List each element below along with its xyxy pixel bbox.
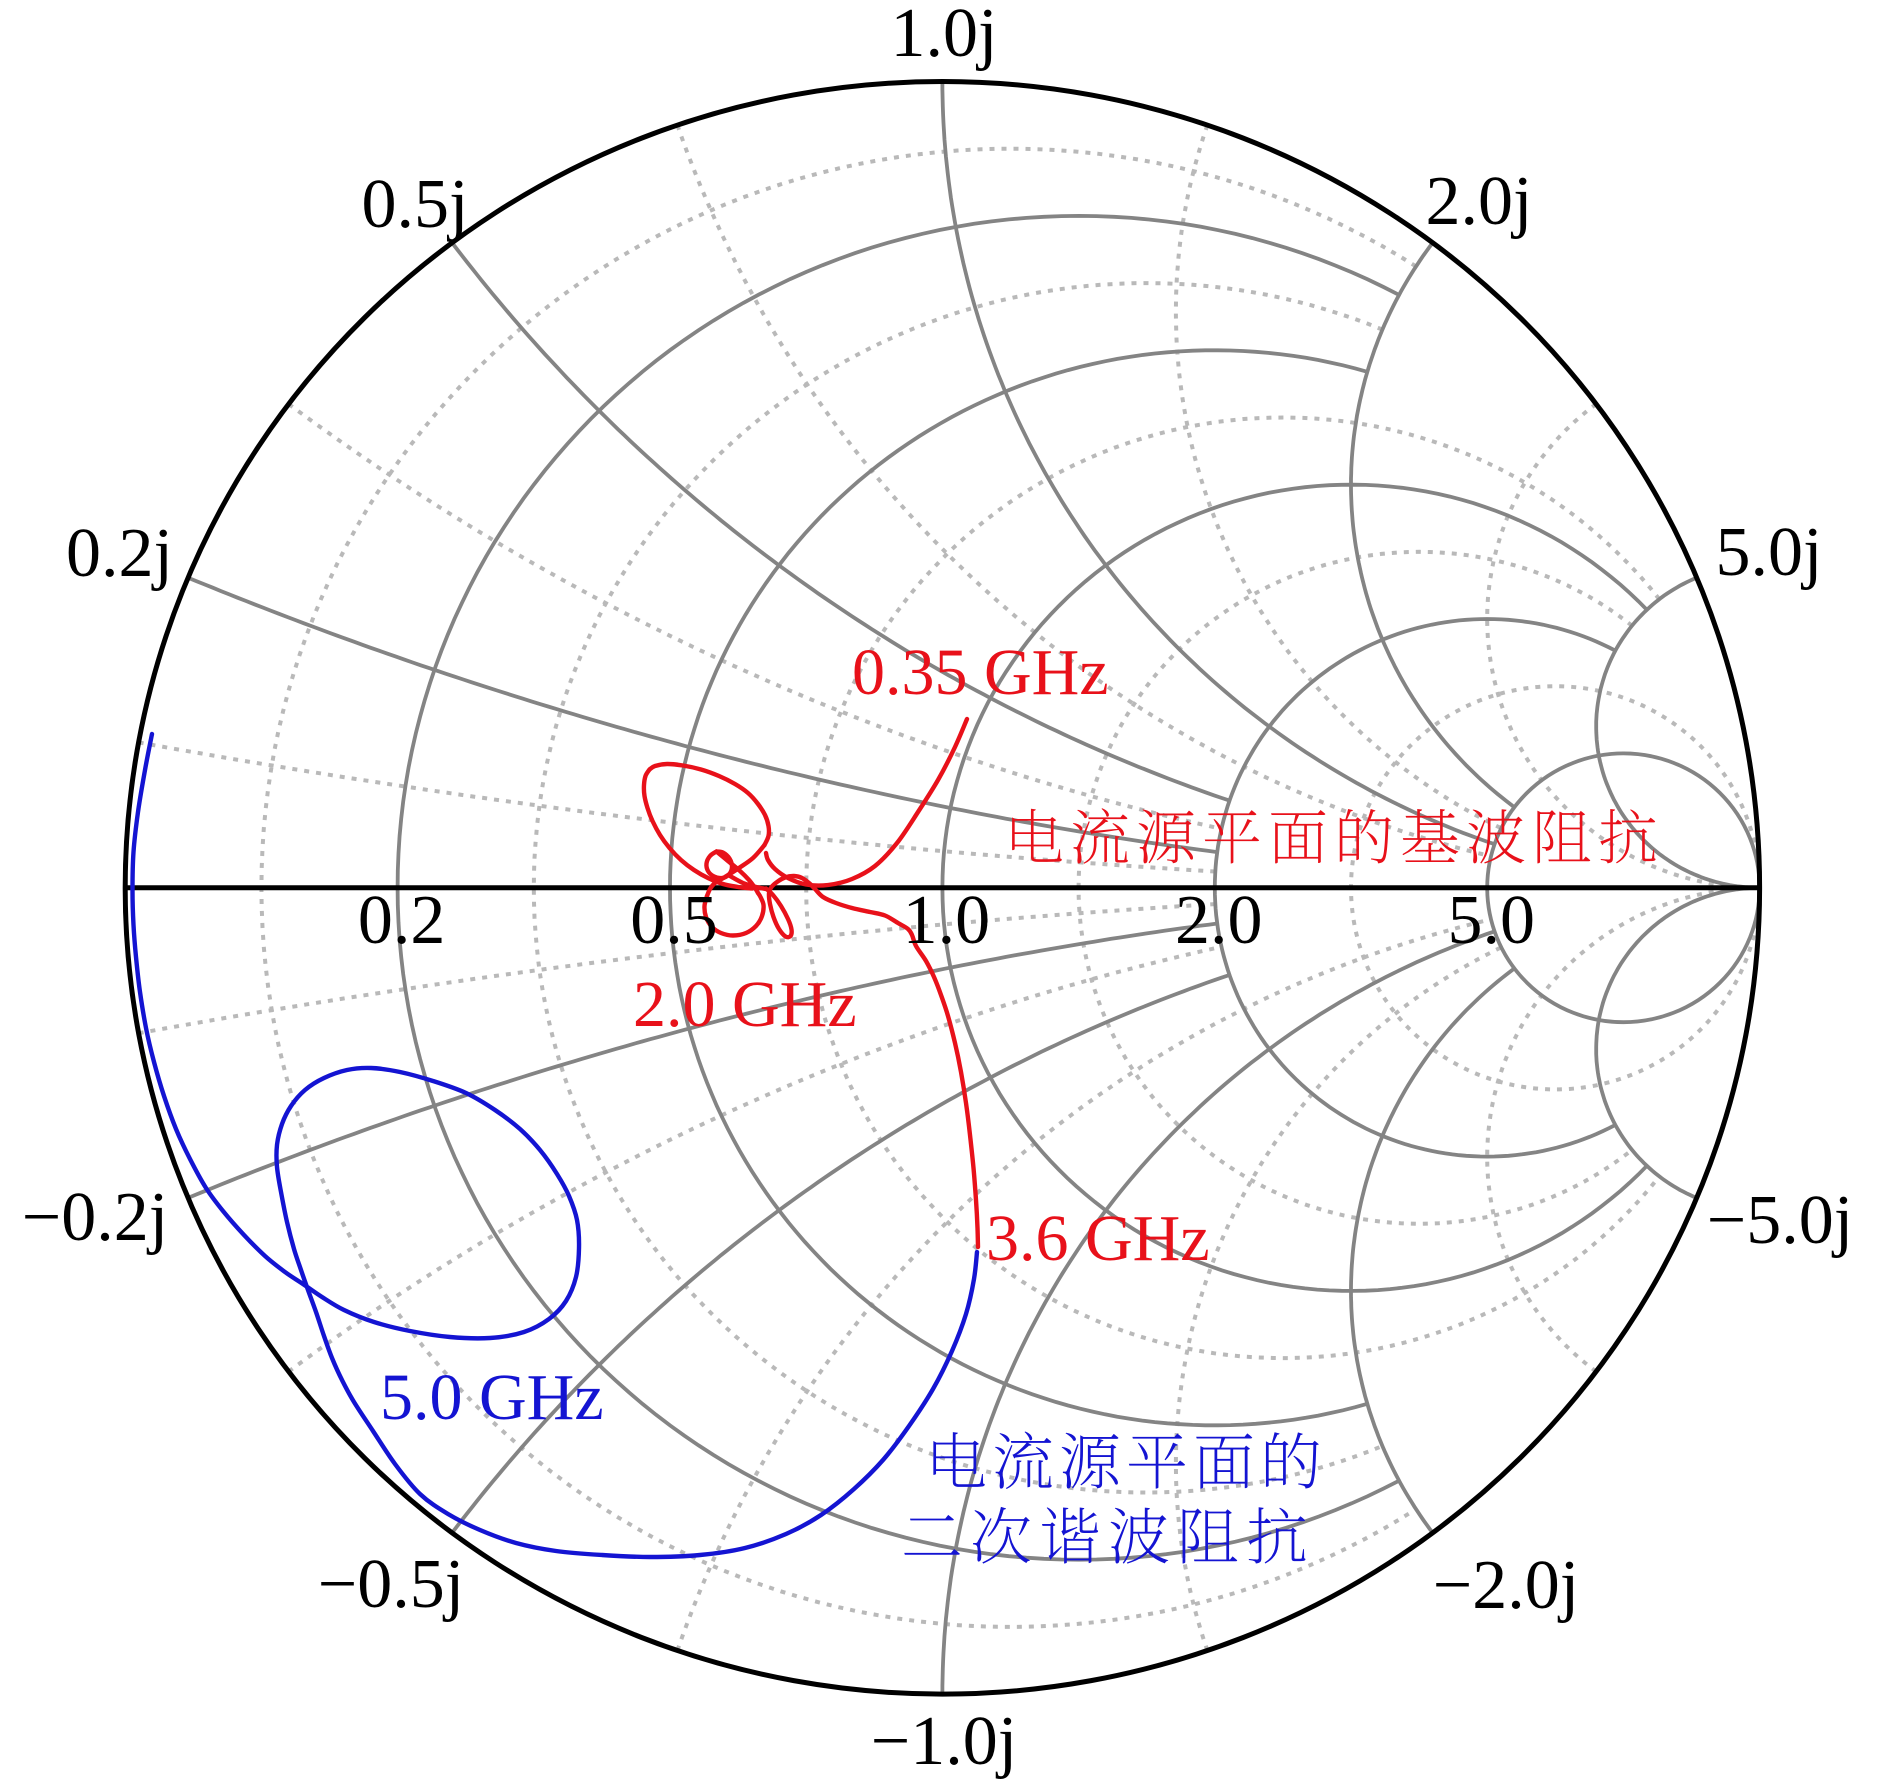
svg-text:2.0j: 2.0j	[1426, 163, 1533, 240]
svg-text:−0.5j: −0.5j	[318, 1546, 464, 1623]
svg-text:0.5: 0.5	[630, 882, 718, 959]
svg-text:0.2: 0.2	[358, 882, 446, 959]
svg-text:1.0: 1.0	[903, 882, 991, 959]
svg-text:−2.0j: −2.0j	[1433, 1547, 1579, 1624]
svg-text:2.0 GHz: 2.0 GHz	[633, 968, 857, 1041]
svg-text:−1.0j: −1.0j	[871, 1703, 1017, 1780]
svg-text:−0.2j: −0.2j	[22, 1179, 168, 1256]
svg-text:5.0 GHz: 5.0 GHz	[380, 1361, 604, 1434]
svg-text:−5.0j: −5.0j	[1707, 1182, 1853, 1259]
svg-text:0.35 GHz: 0.35 GHz	[852, 636, 1109, 709]
svg-text:0.5j: 0.5j	[362, 166, 469, 243]
svg-text:1.0j: 1.0j	[891, 0, 998, 72]
svg-text:2.0: 2.0	[1175, 882, 1263, 959]
svg-text:5.0j: 5.0j	[1716, 514, 1823, 591]
svg-text:0.2j: 0.2j	[66, 515, 173, 592]
svg-text:5.0: 5.0	[1447, 882, 1535, 959]
svg-text:3.6 GHz: 3.6 GHz	[986, 1202, 1210, 1275]
